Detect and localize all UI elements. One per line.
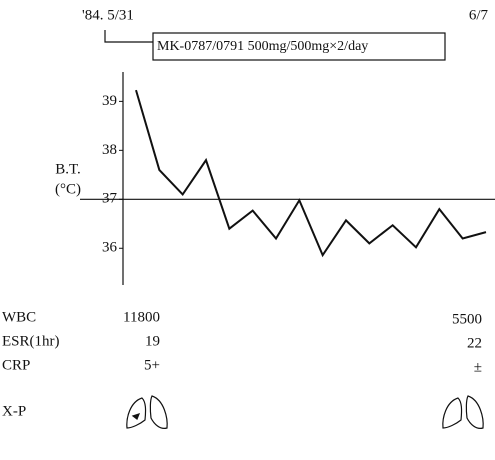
lab-label: WBC	[2, 309, 36, 325]
y-label: B.T.	[55, 161, 81, 177]
lab-last: ±	[474, 359, 482, 375]
lab-last: 5500	[452, 311, 482, 327]
lung-last	[442, 395, 484, 429]
lab-label: ESR(1hr)	[2, 333, 60, 349]
lab-last: 22	[467, 335, 482, 351]
drug-label: MK-0787/0791 500mg/500mg×2/day	[157, 39, 368, 54]
temperature-line	[135, 89, 487, 258]
lab-first: 11800	[123, 309, 160, 325]
y-tick-label: 36	[102, 240, 118, 256]
lung-first	[126, 395, 168, 429]
drug-box	[152, 32, 446, 61]
drug-bracket	[104, 30, 153, 43]
lab-label: CRP	[2, 357, 30, 373]
xp-label: X-P	[2, 403, 26, 419]
date-end: 6/7	[469, 7, 489, 23]
y-tick-label: 39	[102, 93, 117, 109]
lab-first: 19	[145, 333, 160, 349]
y-label: (°C)	[55, 181, 81, 197]
y-tick-label: 38	[102, 142, 117, 158]
lab-first: 5+	[144, 357, 160, 373]
date-start: '84. 5/31	[82, 7, 134, 23]
